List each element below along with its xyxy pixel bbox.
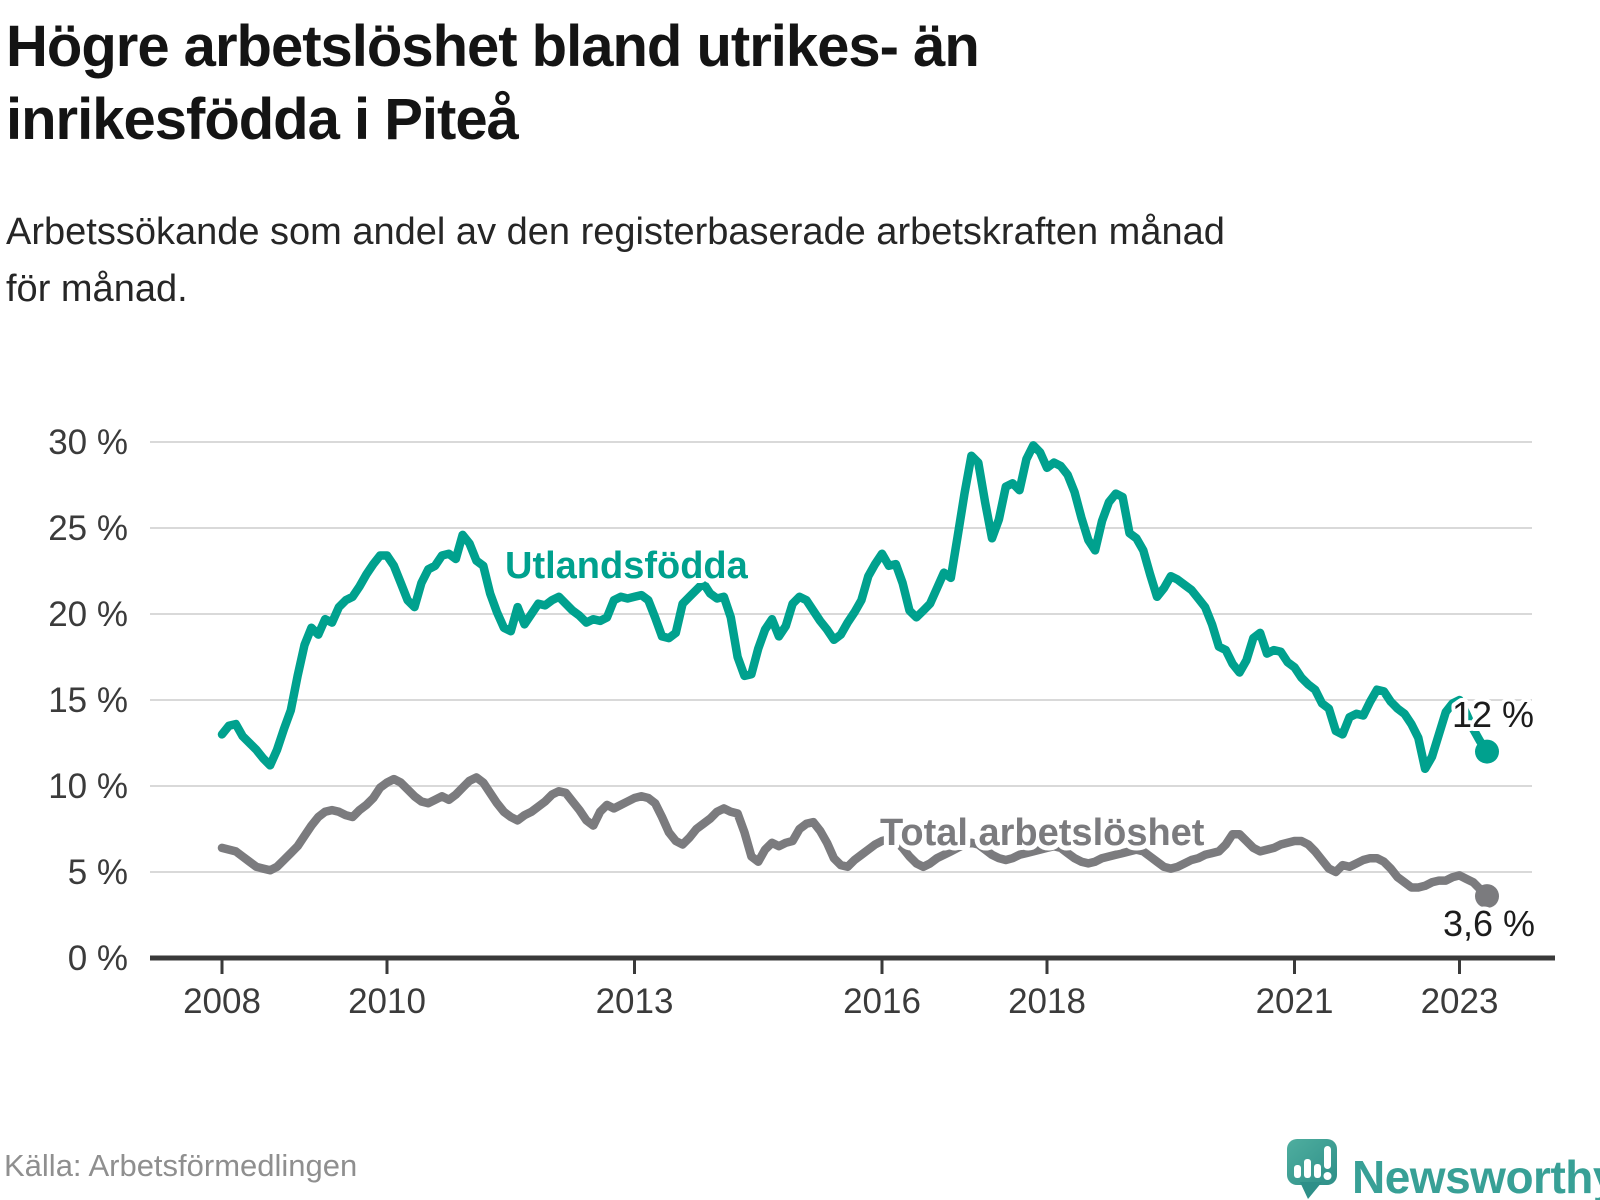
series-line-utlandsfodda	[217, 441, 1492, 774]
chart-subtitle: Arbetssökande som andel av den registerb…	[6, 204, 1566, 318]
y-axis-label: 0 %	[68, 939, 128, 978]
y-axis-label: 20 %	[48, 595, 128, 634]
y-axis-label: 30 %	[48, 423, 128, 462]
y-axis-label: 25 %	[48, 509, 128, 548]
y-axis-label: 10 %	[48, 767, 128, 806]
chart-subtitle-line1: Arbetssökande som andel av den registerb…	[6, 211, 1225, 253]
page-title-line2: inrikesfödda i Piteå	[6, 87, 519, 153]
x-axis-label: 2016	[843, 982, 921, 1021]
source-note: Källa: Arbetsförmedlingen	[4, 1148, 358, 1183]
x-axis-label: 2013	[596, 982, 674, 1021]
x-axis-label: 2021	[1256, 982, 1334, 1021]
page-title-line1: Högre arbetslöshet bland utrikes- än	[6, 14, 980, 79]
series-label-total: Total arbetslöshet	[880, 812, 1205, 854]
newsworthy-logo-icon	[1287, 1139, 1337, 1199]
series-end-dot-total	[1475, 884, 1499, 909]
y-axis-label: 5 %	[68, 853, 128, 892]
series-line-total	[217, 773, 1492, 901]
end-value-label-utlandsfodda: 12 %	[1452, 694, 1534, 735]
page-title: Högre arbetslöshet bland utrikes- än inr…	[6, 10, 1566, 156]
x-axis-label: 2010	[348, 982, 426, 1021]
y-axis-label: 15 %	[48, 681, 128, 720]
chart-subtitle-line2: för månad.	[6, 268, 188, 310]
x-axis-label: 2008	[183, 982, 261, 1021]
x-axis-label: 2023	[1421, 982, 1499, 1021]
series-end-dot-utlandsfodda	[1475, 739, 1499, 764]
x-axis-label: 2018	[1008, 982, 1086, 1021]
newsworthy-logo-text: Newsworthy	[1352, 1151, 1600, 1200]
series-label-utlandsfodda: Utlandsfödda	[505, 545, 749, 587]
end-value-label-total: 3,6 %	[1443, 903, 1535, 944]
